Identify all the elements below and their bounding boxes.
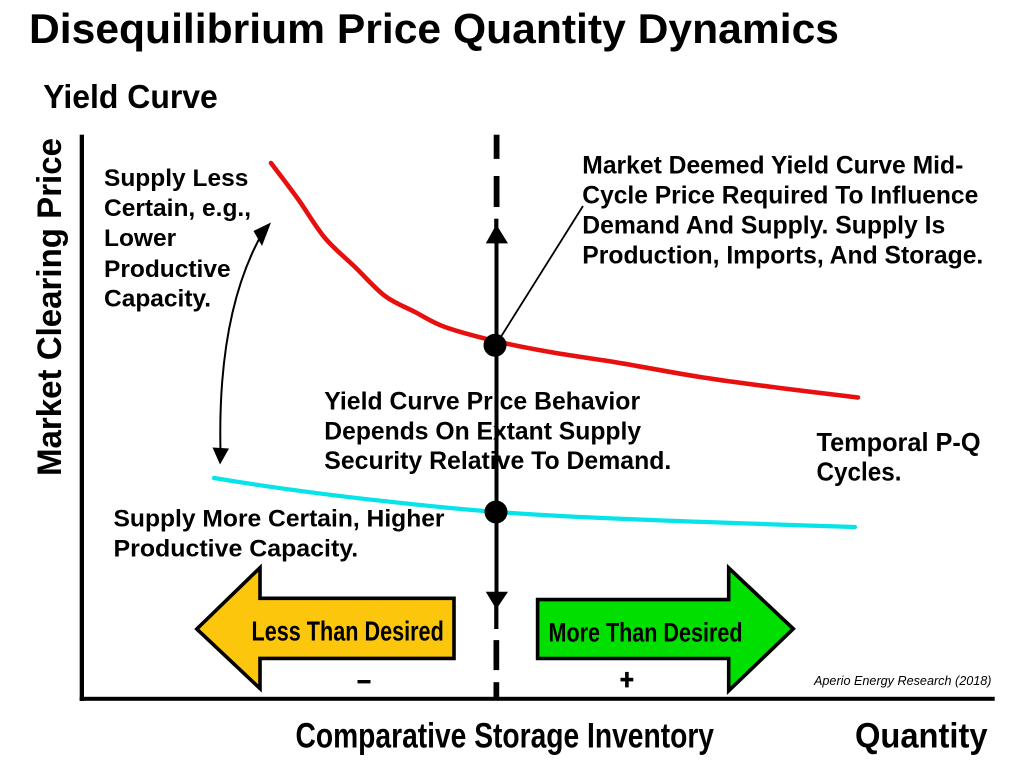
svg-text:Productive Capacity.: Productive Capacity. [114, 535, 359, 562]
svg-text:Cycle Price Required To Influe: Cycle Price Required To Influence [582, 183, 978, 210]
svg-text:Demand And Supply. Supply Is: Demand And Supply. Supply Is [582, 213, 945, 240]
svg-text:Cycles.: Cycles. [817, 457, 902, 487]
svg-text:Comparative Storage Inventory: Comparative Storage Inventory [296, 716, 715, 756]
svg-text:Productive: Productive [104, 256, 231, 283]
svg-text:Yield Curve Price Behavior: Yield Curve Price Behavior [324, 389, 640, 416]
svg-text:Lower: Lower [104, 225, 177, 252]
svg-text:Market Deemed Yield Curve Mid-: Market Deemed Yield Curve Mid- [582, 153, 963, 180]
svg-text:Temporal P-Q: Temporal P-Q [817, 427, 981, 457]
svg-text:Market Clearing Price: Market Clearing Price [31, 138, 69, 476]
svg-text:Depends On Extant Supply: Depends On Extant Supply [324, 418, 641, 445]
svg-text:Capacity.: Capacity. [104, 286, 211, 313]
svg-text:Security Relative To Demand.: Security Relative To Demand. [324, 448, 671, 475]
svg-text:Production, Imports, And Stora: Production, Imports, And Storage. [582, 242, 983, 269]
svg-text:Yield Curve: Yield Curve [43, 78, 218, 115]
svg-text:Certain, e.g.,: Certain, e.g., [104, 195, 251, 222]
svg-text:Disequilibrium Price Quantity: Disequilibrium Price Quantity Dynamics [29, 5, 839, 52]
svg-text:Aperio Energy Research (2018): Aperio Energy Research (2018) [813, 673, 991, 688]
svg-text:Less Than Desired: Less Than Desired [252, 616, 444, 647]
svg-text:Supply Less: Supply Less [104, 165, 248, 192]
svg-text:Quantity: Quantity [855, 716, 988, 756]
svg-text:More Than Desired: More Than Desired [549, 618, 743, 648]
svg-text:Supply More Certain, Higher: Supply More Certain, Higher [114, 506, 445, 533]
